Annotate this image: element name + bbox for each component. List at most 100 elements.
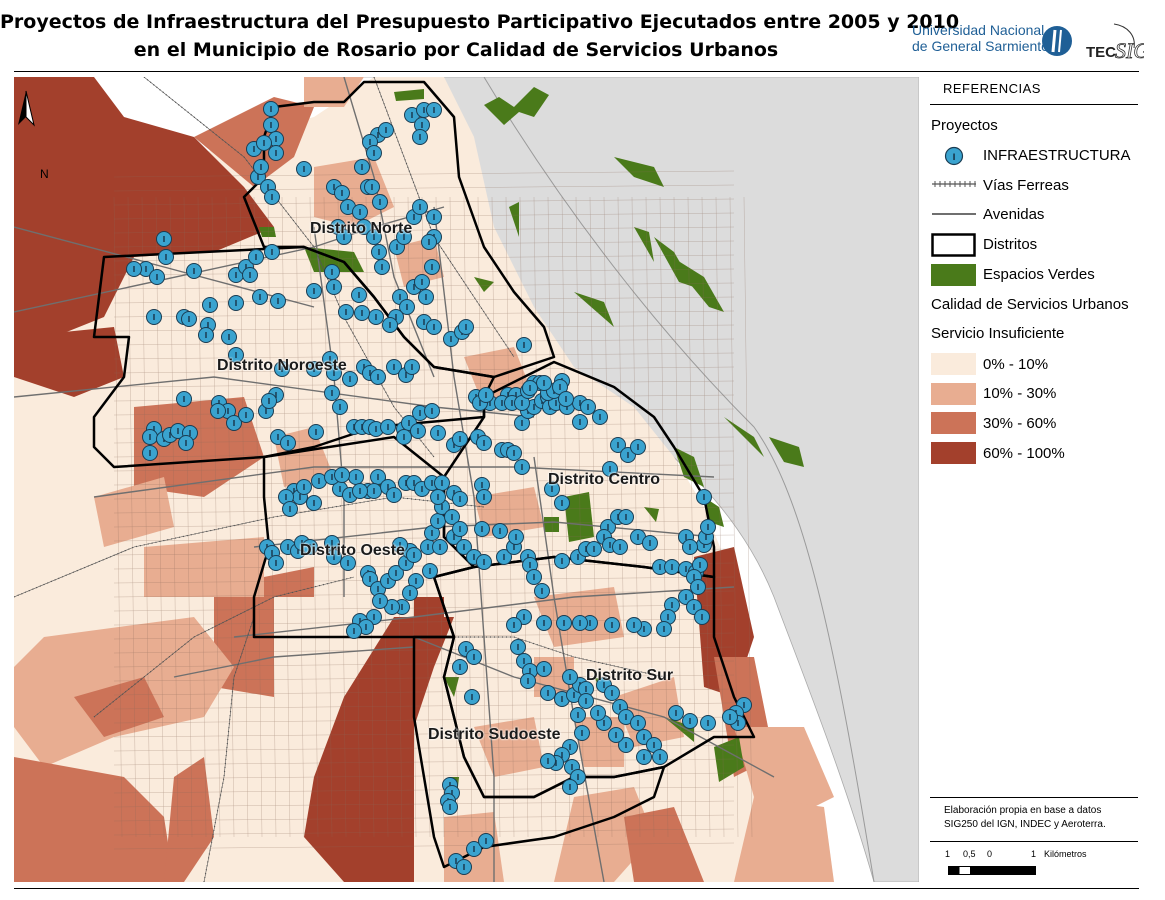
- infrastructure-marker: I: [612, 539, 628, 555]
- svg-text:I: I: [415, 577, 418, 586]
- svg-text:I: I: [559, 383, 562, 392]
- svg-text:I: I: [369, 369, 372, 378]
- svg-text:I: I: [649, 539, 652, 548]
- infrastructure-marker: I: [430, 513, 446, 529]
- svg-text:I: I: [577, 773, 580, 782]
- svg-text:I: I: [485, 391, 488, 400]
- infrastructure-marker: I: [426, 319, 442, 335]
- svg-text:I: I: [569, 673, 572, 682]
- svg-text:I: I: [489, 399, 492, 408]
- river-bank: [483, 77, 875, 882]
- svg-text:I: I: [331, 268, 334, 277]
- infrastructure-marker: I: [380, 573, 396, 589]
- svg-text:I: I: [309, 543, 312, 552]
- infrastructure-marker: I: [474, 521, 490, 537]
- ungs-logo-line-2: de General Sarmiento: [912, 38, 1049, 54]
- svg-text:I: I: [671, 601, 674, 610]
- svg-text:I: I: [275, 135, 278, 144]
- svg-text:I: I: [485, 837, 488, 846]
- svg-text:I: I: [257, 173, 260, 182]
- infrastructure-marker: I: [176, 391, 192, 407]
- legend-header-title: REFERENCIAS: [943, 81, 1041, 96]
- infrastructure-marker: I: [474, 477, 490, 493]
- svg-text:I: I: [193, 267, 196, 276]
- infrastructure-marker: I: [238, 407, 254, 423]
- svg-text:I: I: [699, 561, 702, 570]
- infrastructure-marker: I: [540, 753, 556, 769]
- svg-text:I: I: [293, 487, 296, 496]
- svg-text:I: I: [318, 477, 321, 486]
- svg-text:I: I: [315, 428, 318, 437]
- svg-text:I: I: [377, 473, 380, 482]
- svg-text:I: I: [331, 539, 334, 548]
- svg-text:I: I: [303, 483, 306, 492]
- svg-text:I: I: [619, 543, 622, 552]
- svg-text:I: I: [463, 543, 466, 552]
- legend-verdes: Espacios Verdes: [983, 266, 1095, 283]
- svg-text:I: I: [459, 525, 462, 534]
- svg-text:I: I: [387, 577, 390, 586]
- infrastructure-marker: I: [592, 409, 608, 425]
- svg-text:I: I: [579, 619, 582, 628]
- infrastructure-marker: I: [380, 419, 396, 435]
- svg-text:I: I: [643, 753, 646, 762]
- legend-class-10-30: 10% - 30%: [983, 385, 1057, 402]
- infrastructure-marker: I: [332, 399, 348, 415]
- infrastructure-marker: I: [181, 311, 197, 327]
- svg-text:I: I: [501, 399, 504, 408]
- svg-text:I: I: [408, 419, 411, 428]
- district-label-norte: Distrito Norte: [310, 220, 413, 237]
- svg-text:I: I: [423, 106, 426, 115]
- infrastructure-marker: I: [326, 549, 342, 565]
- svg-text:I: I: [165, 253, 168, 262]
- svg-text:I: I: [547, 757, 550, 766]
- svg-text:I: I: [513, 449, 516, 458]
- legend-header: REFERENCIAS: [930, 77, 1138, 105]
- svg-text:I: I: [561, 557, 564, 566]
- infrastructure-marker: I: [452, 431, 468, 447]
- legend-distritos: Distritos: [983, 236, 1038, 253]
- infrastructure-marker: I: [406, 547, 422, 563]
- svg-text:I: I: [737, 719, 740, 728]
- svg-text:I: I: [361, 309, 364, 318]
- infrastructure-marker: I: [700, 715, 716, 731]
- infrastructure-marker: I: [432, 539, 448, 555]
- svg-text:I: I: [671, 563, 674, 572]
- infrastructure-marker: I: [324, 535, 340, 551]
- svg-text:I: I: [471, 693, 474, 702]
- svg-text:I: I: [245, 411, 248, 420]
- island-vegetation: [484, 87, 804, 467]
- svg-text:I: I: [277, 433, 280, 442]
- svg-text:I: I: [313, 287, 316, 296]
- infrastructure-marker: I: [536, 375, 552, 391]
- svg-text:I: I: [401, 603, 404, 612]
- svg-text:I: I: [345, 308, 348, 317]
- district-label-sur: Distrito Sur: [586, 667, 674, 684]
- infrastructure-marker: I: [396, 229, 412, 245]
- svg-text:I: I: [361, 423, 364, 432]
- svg-text:I: I: [431, 479, 434, 488]
- infrastructure-marker: I: [366, 483, 382, 499]
- infrastructure-marker: I: [424, 403, 440, 419]
- svg-text:I: I: [379, 198, 382, 207]
- svg-text:I: I: [483, 493, 486, 502]
- infrastructure-marker: I: [338, 304, 354, 320]
- svg-text:I: I: [663, 625, 666, 634]
- svg-text:I: I: [585, 697, 588, 706]
- infrastructure-marker: I: [412, 129, 428, 145]
- svg-text:I: I: [209, 301, 212, 310]
- svg-text:I: I: [337, 223, 340, 232]
- svg-text:I: I: [373, 149, 376, 158]
- svg-text:I: I: [277, 297, 280, 306]
- svg-text:I: I: [371, 183, 374, 192]
- infrastructure-marker: I: [618, 737, 634, 753]
- infrastructure-marker: I: [556, 615, 572, 631]
- infrastructure-marker: I: [410, 423, 426, 439]
- svg-text:I: I: [421, 121, 424, 130]
- infrastructure-marker: I: [574, 725, 590, 741]
- svg-text:I: I: [405, 479, 408, 488]
- svg-text:I: I: [406, 303, 409, 312]
- svg-text:I: I: [451, 513, 454, 522]
- svg-text:I: I: [433, 323, 436, 332]
- infrastructure-marker: I: [366, 145, 382, 161]
